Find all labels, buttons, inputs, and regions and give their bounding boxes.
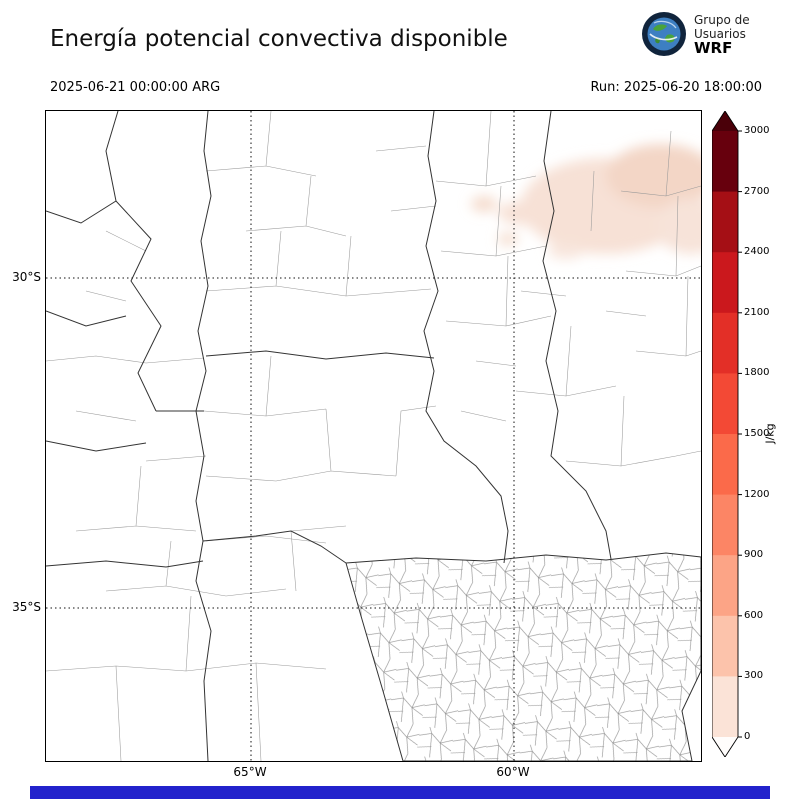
logo: Grupo de Usuarios WRF [641, 11, 750, 57]
colorbar-bar [711, 110, 742, 758]
buenos-aires-partidos [345, 552, 702, 762]
colorbar-tick-label: 0 [744, 731, 751, 742]
logo-line2: Usuarios [694, 27, 746, 41]
colorbar-tick-label: 600 [744, 609, 764, 621]
lat-tick-35s: 35°S [12, 600, 41, 614]
logo-text: Grupo de Usuarios WRF [694, 13, 750, 57]
lat-tick-30s: 30°S [12, 270, 41, 284]
colorbar-segment [712, 312, 738, 374]
lon-tick-60w: 60°W [496, 765, 530, 779]
graticule [46, 111, 701, 761]
colorbar-segment [712, 131, 738, 193]
colorbar-tick-label: 2700 [744, 185, 770, 197]
colorbar-units-label: J/kg [763, 423, 777, 444]
valid-time: 2025-06-21 00:00:00 ARG [50, 80, 221, 95]
run-label: Run: 2025-06-20 18:00:00 [590, 80, 762, 95]
colorbar-segment [712, 676, 738, 738]
map-canvas [45, 110, 726, 762]
colorbar-tick-label: 3000 [744, 125, 770, 136]
colorbar-segment [712, 373, 738, 435]
colorbar-tick-label: 2400 [744, 246, 770, 258]
logo-line1: Grupo de [694, 13, 750, 27]
lon-tick-65w: 65°W [233, 765, 267, 779]
footer-bar [30, 786, 770, 799]
colorbar-tick-label: 900 [744, 549, 764, 561]
colorbar-segment [712, 252, 738, 314]
colorbar-tick-label: 2100 [744, 306, 770, 318]
colorbar-tick-label: 300 [744, 670, 764, 682]
logo-line3: WRF [694, 39, 733, 57]
colorbar-segment [712, 494, 738, 556]
colorbar-segment [712, 434, 738, 496]
colorbar-segment [712, 191, 738, 253]
colorbar-tick-labels: 3000 2700 2400 2100 1800 1500 1200 900 600 300 0 [744, 0, 786, 800]
province-boundaries [45, 110, 612, 762]
colorbar-arrow-bottom [712, 737, 738, 757]
colorbar-tick-label: 1800 [744, 367, 770, 379]
page-title: Energía potencial convectiva disponible [50, 26, 508, 52]
globe-icon [642, 12, 686, 56]
colorbar-arrow-top [712, 111, 738, 131]
colorbar-segment [712, 615, 738, 677]
colorbar [711, 110, 742, 761]
colorbar-segment [712, 555, 738, 617]
colorbar-tick-label: 1500 [744, 428, 770, 439]
map-frame [45, 110, 726, 762]
department-boundaries [45, 110, 702, 762]
colorbar-tick-label: 1200 [744, 488, 770, 500]
